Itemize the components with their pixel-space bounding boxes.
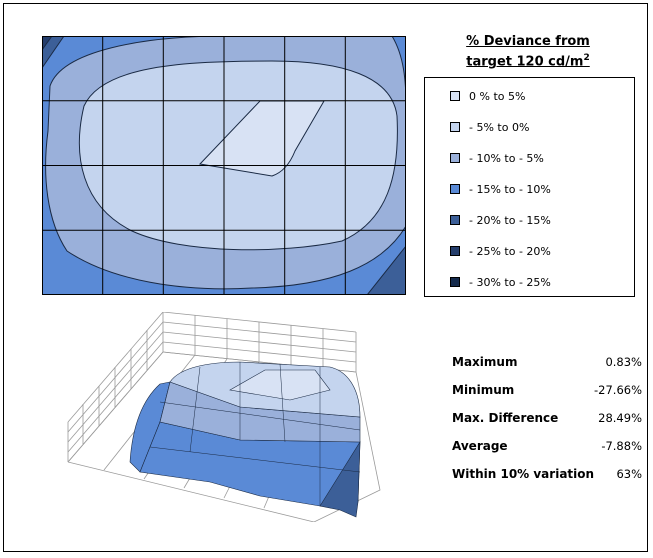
legend-title-text: target 120 cd/m [466,54,584,70]
surface-side-right [319,440,361,518]
legend-label: - 15% to - 10% [469,182,551,196]
legend-label: 0 % to 5% [469,89,526,103]
stat-row: Average -7.88% [452,438,642,454]
stat-row: Max. Difference 28.49% [452,410,642,426]
stat-value: -27.66% [594,383,642,397]
contour-lines [42,36,406,295]
legend-swatch [450,91,460,101]
legend-swatch [450,246,460,256]
legend-item: - 5% to 0% [450,120,529,134]
grid-lines [42,36,406,295]
stat-value: 63% [616,467,642,481]
legend-title-line2: target 120 cd/m2 [424,50,632,70]
legend-box: 0 % to 5% - 5% to 0% - 10% to - 5% - 15%… [424,77,635,297]
surface-top-peak [229,369,331,401]
legend-title-line1: % Deviance from [466,34,590,49]
legend-label: - 30% to - 25% [469,275,551,289]
legend-label: - 25% to - 20% [469,244,551,258]
legend-item: - 10% to - 5% [450,151,544,165]
legend-item: - 20% to - 15% [450,213,551,227]
legend-title: % Deviance from target 120 cd/m2 [424,33,632,70]
contour-border [42,36,406,295]
legend-swatch [450,122,460,132]
legend-swatch [450,215,460,225]
legend-item: 0 % to 5% [450,89,525,103]
stat-label: Average [452,439,508,453]
stat-value: 0.83% [605,355,642,369]
legend-title-sup: 2 [583,53,590,63]
legend-swatch [450,153,460,163]
legend-item: - 25% to - 20% [450,244,551,258]
stat-row: Maximum 0.83% [452,354,642,370]
legend-label: - 10% to - 5% [469,151,544,165]
legend-item: - 15% to - 10% [450,182,551,196]
contour-chart [42,36,406,295]
legend-label: - 5% to 0% [469,120,530,134]
stat-label: Within 10% variation [452,467,595,481]
stat-label: Max. Difference [452,411,559,425]
stat-row: Minimum -27.66% [452,382,642,398]
stat-label: Minimum [452,383,515,397]
legend-label: - 20% to - 15% [469,213,551,227]
legend-item: - 30% to - 25% [450,275,551,289]
stat-row: Within 10% variation 63% [452,466,642,482]
surface-mesh [149,362,361,506]
stat-label: Maximum [452,355,518,369]
stat-value: -7.88% [601,439,642,453]
stat-value: 28.49% [598,411,642,425]
legend-swatch [450,277,460,287]
legend-swatch [450,184,460,194]
surface-3d-chart [67,312,381,522]
zone-0-to-5 [200,101,324,176]
